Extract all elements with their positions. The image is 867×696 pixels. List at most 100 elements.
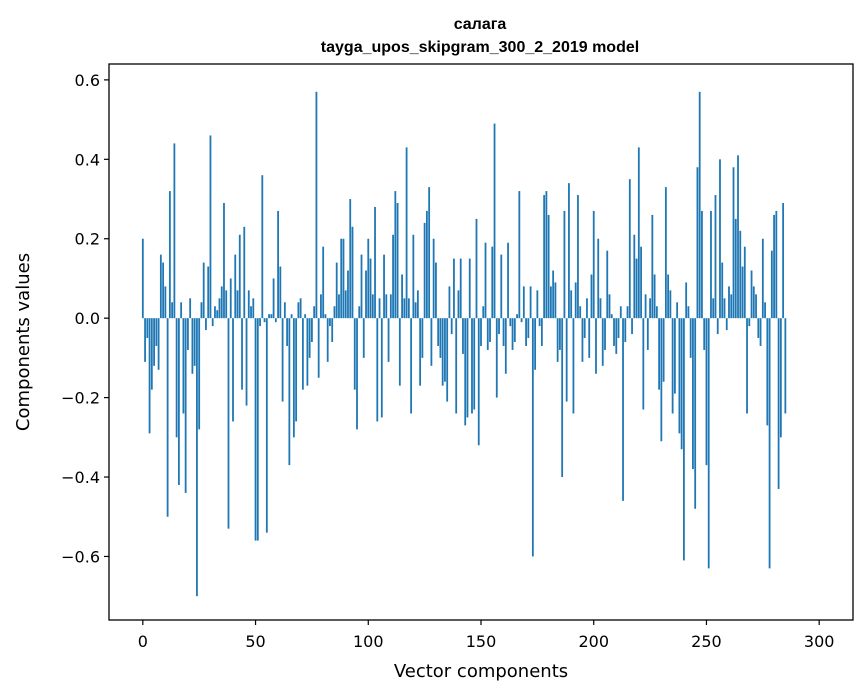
- bar-series: [141, 91, 787, 597]
- bar: [283, 302, 286, 319]
- bar: [741, 266, 744, 319]
- bar: [730, 294, 733, 319]
- bar: [464, 318, 467, 426]
- bar: [680, 318, 683, 450]
- bar: [331, 318, 334, 342]
- bar: [322, 246, 325, 319]
- bar: [619, 306, 622, 319]
- bar: [198, 318, 201, 430]
- bar: [200, 302, 203, 319]
- bar: [205, 318, 207, 331]
- bar: [412, 234, 415, 319]
- bar: [462, 318, 464, 354]
- chart-subtitle: tayga_upos_skipgram_300_2_2019 model: [321, 39, 639, 56]
- bar: [324, 314, 327, 319]
- bar: [398, 318, 401, 386]
- bar: [414, 302, 417, 319]
- bar: [448, 286, 451, 319]
- bar: [351, 226, 354, 319]
- bar: [473, 318, 476, 410]
- bar: [180, 302, 183, 319]
- bar: [480, 318, 482, 346]
- bar: [592, 210, 595, 319]
- bar: [540, 318, 543, 346]
- bar: [588, 318, 591, 358]
- bar: [281, 318, 284, 402]
- bar: [522, 286, 525, 319]
- bar: [507, 242, 509, 319]
- bar: [347, 270, 349, 319]
- bar: [504, 318, 507, 374]
- bar: [446, 318, 449, 402]
- bar: [247, 290, 250, 319]
- bar: [477, 318, 480, 446]
- bar: [601, 318, 604, 366]
- bar: [725, 318, 728, 331]
- bar: [295, 318, 298, 422]
- bar: [520, 318, 523, 323]
- x-tick-label: 50: [245, 632, 265, 651]
- bar: [243, 226, 246, 319]
- bar: [637, 147, 640, 319]
- bar: [177, 318, 180, 485]
- bar: [277, 210, 279, 319]
- bar: [437, 318, 440, 346]
- bar: [358, 306, 361, 319]
- bar: [374, 206, 376, 319]
- bar: [495, 318, 498, 398]
- bar: [141, 238, 144, 319]
- bar: [710, 210, 712, 319]
- bar: [701, 210, 703, 319]
- bar: [166, 318, 169, 517]
- bar: [207, 266, 210, 319]
- bar: [367, 238, 370, 319]
- bar: [383, 254, 385, 319]
- bar: [182, 318, 185, 414]
- x-axis-label: Vector components: [394, 661, 568, 682]
- bar: [777, 318, 780, 489]
- bar: [252, 298, 255, 319]
- x-axis-ticks: 0 50 100 150 200 250 300: [138, 620, 834, 651]
- x-tick-label: 0: [138, 632, 148, 651]
- bar: [784, 318, 787, 414]
- bar: [608, 294, 611, 319]
- x-tick-label: 200: [578, 632, 609, 651]
- bar: [313, 306, 316, 319]
- bar: [664, 187, 667, 319]
- bar: [561, 318, 564, 478]
- bar: [211, 318, 214, 327]
- bar: [466, 318, 469, 418]
- bar: [568, 183, 570, 319]
- bar: [146, 318, 149, 339]
- bar: [599, 298, 602, 319]
- bar: [761, 238, 764, 319]
- bar: [685, 282, 688, 319]
- bar: [662, 318, 665, 382]
- bar: [274, 318, 277, 323]
- bar: [579, 306, 582, 319]
- bar: [586, 298, 588, 319]
- bar: [712, 298, 715, 319]
- bar: [245, 318, 248, 406]
- bar: [392, 234, 394, 319]
- bar: [268, 314, 270, 319]
- bar: [775, 210, 778, 319]
- bar: [164, 286, 167, 319]
- bar: [768, 318, 771, 569]
- bar: [746, 318, 748, 414]
- bar: [403, 298, 406, 319]
- bar: [159, 254, 162, 319]
- bar: [297, 302, 300, 319]
- bar: [304, 314, 307, 319]
- bar: [660, 318, 663, 442]
- bar: [719, 159, 721, 319]
- bar: [396, 203, 399, 319]
- bar: [272, 278, 275, 319]
- bar: [617, 318, 620, 339]
- bar: [432, 238, 435, 319]
- bar: [299, 298, 302, 319]
- bar: [728, 286, 730, 319]
- bar: [723, 298, 726, 319]
- bar: [329, 318, 331, 327]
- bar: [743, 246, 746, 319]
